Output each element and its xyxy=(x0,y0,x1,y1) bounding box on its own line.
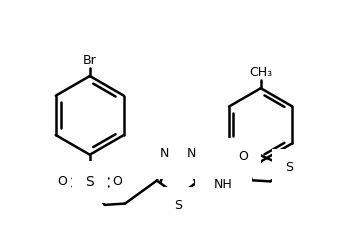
Text: S: S xyxy=(174,199,182,212)
Text: O: O xyxy=(57,175,67,188)
Text: S: S xyxy=(285,161,293,174)
Text: NH: NH xyxy=(214,178,233,191)
Text: Br: Br xyxy=(83,54,97,67)
Text: CH₃: CH₃ xyxy=(249,66,272,79)
Text: S: S xyxy=(85,175,94,189)
Text: O: O xyxy=(112,175,122,188)
Text: N: N xyxy=(159,147,169,160)
Text: N: N xyxy=(187,147,197,160)
Text: O: O xyxy=(238,150,248,164)
